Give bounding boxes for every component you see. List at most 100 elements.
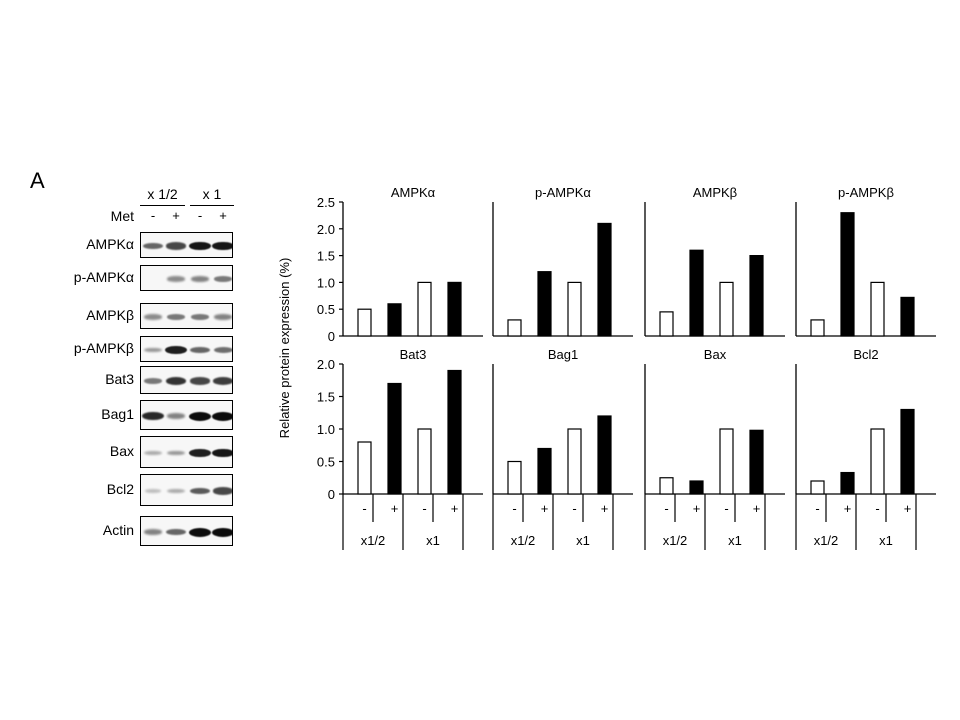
x-category-label: - [664, 501, 668, 516]
panel-label: A [30, 168, 45, 193]
blot-band [143, 314, 163, 320]
x-category-label: + [753, 501, 761, 516]
y-tick-label: 1.5 [317, 390, 335, 405]
x-category-label: - [724, 501, 728, 516]
blot-band [212, 377, 232, 385]
x-category-label: + [391, 501, 399, 516]
x-category-label: - [875, 501, 879, 516]
bar [659, 311, 674, 337]
blot-band [190, 487, 210, 495]
x-group-label: x1 [426, 533, 440, 548]
x-category-label: - [362, 501, 366, 516]
bar [659, 477, 674, 495]
blot-band [143, 378, 163, 384]
y-tick-label: 0.5 [317, 455, 335, 470]
blot-row-label: Bag1 [101, 406, 134, 422]
blot-row-box [140, 232, 233, 258]
bar [810, 480, 825, 495]
chart-title: Bat3 [400, 347, 427, 362]
y-tick-label: 2.0 [317, 222, 335, 237]
bar [357, 441, 372, 495]
bar [387, 303, 402, 337]
blot-band [212, 448, 232, 458]
y-tick-label: 2.5 [317, 195, 335, 210]
bar [387, 382, 402, 495]
blot-row-box [140, 336, 233, 362]
blot-band [213, 314, 232, 320]
bar [840, 212, 855, 337]
blot-row-box [140, 265, 233, 291]
bar [537, 447, 552, 495]
x-group-label: x1/2 [361, 533, 386, 548]
bar [900, 296, 915, 337]
chart-title: Bag1 [548, 347, 578, 362]
blot-band [144, 347, 162, 353]
blot-band [212, 527, 232, 537]
blot-band [190, 346, 210, 354]
blot-band [213, 276, 232, 282]
y-tick-label: 1.5 [317, 249, 335, 264]
blot-band [190, 314, 210, 320]
blot-band [189, 448, 211, 458]
blot-row-box [140, 400, 233, 430]
bar [567, 281, 582, 337]
x-group-label: x1 [728, 533, 742, 548]
bar [507, 460, 522, 495]
blot-row-label: AMPKβ [86, 307, 134, 323]
blot-band [167, 488, 185, 494]
bar [507, 319, 522, 337]
bar [597, 222, 612, 337]
chart-title: p-AMPKα [535, 185, 591, 200]
bar [840, 471, 855, 495]
blot-group-label: x 1/2 [147, 186, 178, 202]
x-group-label: x1 [879, 533, 893, 548]
blot-row-label: Bat3 [105, 371, 134, 387]
blot-band [165, 242, 187, 250]
blot-sign: - [150, 208, 156, 223]
blot-band [189, 411, 211, 421]
blot-group-label: x 1 [202, 186, 222, 202]
blot-row-box [140, 366, 233, 394]
blot-row-label: Bax [109, 443, 134, 459]
y-axis-title: Relative protein expression (%) [277, 258, 292, 439]
x-group-label: x1/2 [814, 533, 839, 548]
blot-row-label: p-AMPKβ [73, 340, 134, 356]
blot-band [142, 411, 164, 421]
y-tick-label: 0.5 [317, 302, 335, 317]
bar [447, 369, 462, 495]
bar [749, 255, 764, 337]
blot-band [144, 450, 162, 456]
bar [810, 319, 825, 337]
bar [357, 308, 372, 337]
bar [417, 428, 432, 495]
blot-band [166, 314, 186, 320]
y-tick-label: 0 [328, 487, 335, 502]
y-tick-label: 0 [328, 329, 335, 344]
bar [597, 415, 612, 495]
blot-treatment-label: Met [110, 208, 134, 224]
blot-sign: + [172, 208, 180, 223]
bar [417, 281, 432, 337]
x-category-label: + [904, 501, 912, 516]
bar [870, 428, 885, 495]
bar [447, 281, 462, 337]
blot-row-box [140, 474, 233, 506]
blot-band [143, 529, 163, 535]
blot-band [166, 276, 186, 282]
chart-title: AMPKα [391, 185, 436, 200]
blot-band [143, 242, 163, 250]
bar [719, 281, 734, 337]
chart-title: Bax [704, 347, 727, 362]
blot-band [144, 489, 162, 493]
x-category-label: - [572, 501, 576, 516]
blot-group-line [190, 205, 234, 206]
bar [689, 480, 704, 495]
x-category-label: + [601, 501, 609, 516]
blot-band [166, 413, 186, 419]
x-group-label: x1/2 [511, 533, 536, 548]
x-category-label: + [451, 501, 459, 516]
x-group-label: x1/2 [663, 533, 688, 548]
blot-row-label: AMPKα [86, 236, 134, 252]
bar [689, 249, 704, 337]
